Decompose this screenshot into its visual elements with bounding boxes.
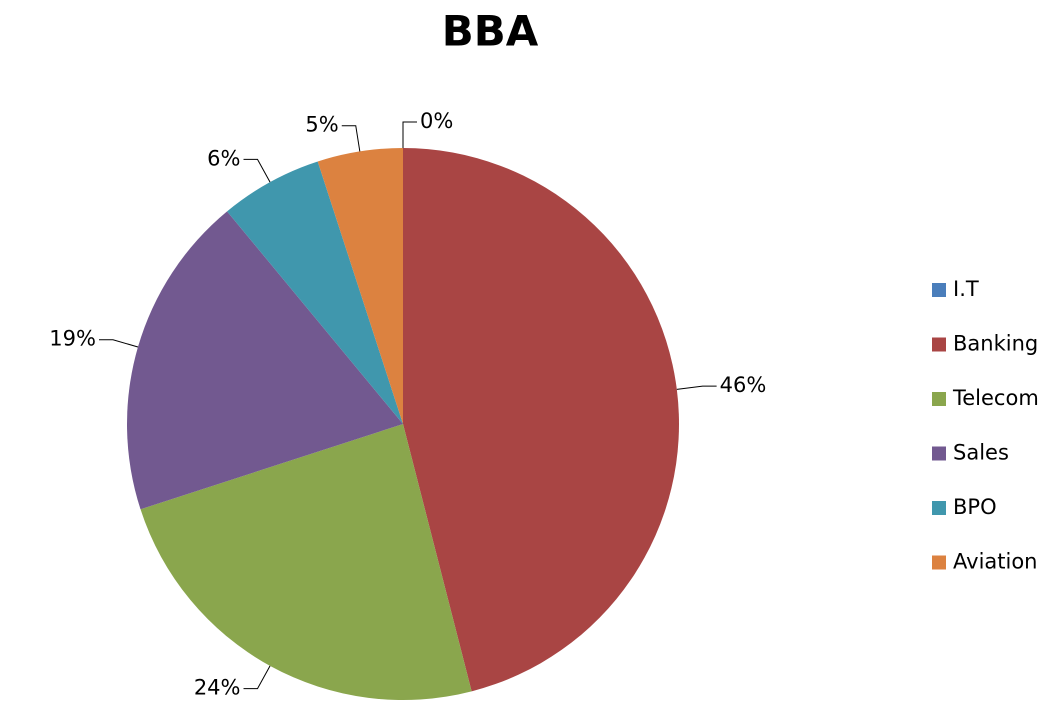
- leader-line: [676, 385, 717, 390]
- legend-label: Telecom: [952, 386, 1039, 410]
- leader-line: [402, 121, 417, 148]
- pie-slice: [140, 424, 472, 701]
- legend-label: Banking: [953, 332, 1038, 356]
- legend-label: BPO: [953, 495, 997, 519]
- data-label: 5%: [305, 113, 338, 137]
- data-label: 24%: [194, 676, 241, 700]
- leader-line: [98, 339, 139, 348]
- legend-swatch: [932, 337, 946, 352]
- legend-swatch: [932, 283, 946, 297]
- legend-swatch: [932, 501, 946, 515]
- data-label: 0%: [420, 109, 453, 133]
- pie-slice: [127, 211, 404, 510]
- leader-line: [341, 125, 361, 152]
- data-label: 19%: [49, 327, 96, 351]
- pie-slice: [227, 161, 403, 424]
- legend-label: I.T: [953, 277, 979, 301]
- data-label: 6%: [207, 146, 240, 170]
- pie-slice: [317, 148, 403, 424]
- data-label: 46%: [720, 373, 767, 397]
- pie-slice: [403, 148, 680, 692]
- legend-swatch: [932, 446, 946, 461]
- legend-swatch: [932, 392, 946, 406]
- leader-line: [243, 158, 271, 183]
- chart-title: BBA: [442, 7, 539, 56]
- legend-swatch: [932, 555, 946, 570]
- legend-label: Aviation: [953, 550, 1038, 574]
- legend-label: Sales: [953, 441, 1009, 465]
- leader-line: [243, 665, 271, 690]
